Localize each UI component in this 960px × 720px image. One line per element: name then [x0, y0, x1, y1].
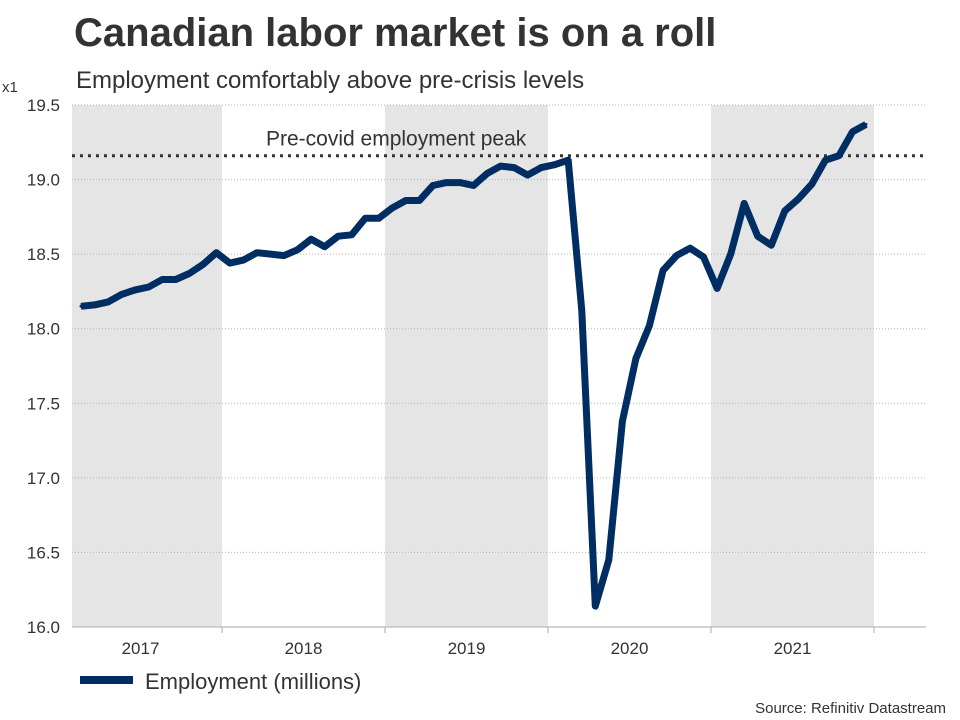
data-point: [282, 254, 286, 258]
ytick-19.5: 19.5: [27, 96, 60, 115]
data-point: [444, 181, 448, 185]
shade-2019: [385, 105, 548, 627]
data-point: [688, 246, 692, 250]
data-point: [79, 304, 83, 308]
ytick-19.0: 19.0: [27, 171, 60, 190]
data-point: [620, 419, 624, 423]
data-point: [851, 130, 854, 134]
ytick-17.5: 17.5: [27, 394, 60, 413]
data-point: [512, 166, 516, 170]
ytick-18.5: 18.5: [27, 245, 60, 264]
data-point: [350, 233, 354, 237]
data-point: [377, 216, 381, 220]
data-point: [485, 172, 489, 176]
data-point: [756, 234, 760, 238]
data-point: [472, 184, 475, 187]
data-point: [417, 199, 421, 202]
ytick-18.0: 18.0: [27, 320, 60, 339]
data-point: [729, 252, 733, 256]
gridlines: [72, 104, 926, 553]
data-point: [837, 154, 841, 158]
data-point: [593, 604, 597, 608]
data-point: [214, 251, 218, 255]
data-point: [769, 243, 773, 247]
source-note: Source: Refinitiv Datastream: [755, 700, 946, 717]
data-point: [296, 248, 300, 252]
xtick-2017: 2017: [122, 639, 160, 658]
data-point: [133, 288, 137, 292]
data-point: [363, 216, 367, 220]
data-point: [390, 206, 394, 210]
data-point: [796, 197, 800, 201]
chart-title: Canadian labor market is on a roll: [74, 11, 716, 55]
data-point: [742, 201, 746, 205]
x-axis: 2017 2018 2019 2020 2021: [72, 626, 926, 658]
employment-data-points: [79, 122, 868, 608]
data-point: [106, 300, 110, 304]
data-point: [539, 166, 543, 170]
data-point: [241, 258, 245, 262]
xtick-2018: 2018: [285, 639, 323, 658]
data-point: [499, 164, 503, 168]
data-point: [566, 158, 570, 162]
data-point: [228, 261, 232, 265]
data-point: [823, 158, 827, 162]
data-point: [309, 237, 313, 241]
data-point: [404, 199, 408, 202]
data-point: [160, 278, 164, 281]
ytick-17.0: 17.0: [27, 469, 60, 488]
data-point: [553, 163, 557, 167]
data-point: [174, 278, 178, 281]
unit-label: x1: [2, 79, 18, 96]
data-point: [675, 254, 678, 258]
pre-covid-peak-label: Pre-covid employment peak: [266, 128, 527, 151]
data-point: [783, 209, 787, 213]
data-point: [269, 252, 272, 256]
data-point: [607, 558, 611, 562]
data-point: [661, 269, 665, 272]
data-point: [201, 263, 205, 267]
data-point: [120, 292, 124, 296]
chart-subtitle: Employment comfortably above pre-crisis …: [76, 67, 584, 94]
xtick-2020: 2020: [611, 639, 649, 658]
shade-2017: [72, 105, 222, 627]
data-point: [431, 184, 435, 187]
data-point: [715, 286, 719, 290]
data-point: [810, 182, 814, 186]
data-point: [255, 251, 259, 255]
ytick-16.0: 16.0: [27, 618, 60, 637]
data-point: [634, 357, 638, 360]
data-point: [147, 285, 151, 289]
data-point: [580, 309, 584, 313]
legend-label: Employment (millions): [145, 669, 361, 694]
data-point: [458, 181, 462, 185]
data-point: [187, 272, 191, 275]
data-point: [336, 234, 340, 238]
legend-swatch: [80, 676, 133, 684]
data-point: [526, 173, 530, 177]
shade-2021: [711, 105, 874, 627]
y-axis: 16.0 16.5 17.0 17.5 18.0 18.5 19.0 19.5: [27, 96, 60, 637]
data-point: [864, 122, 868, 126]
data-point: [93, 303, 96, 307]
data-point: [323, 245, 327, 249]
xtick-2019: 2019: [448, 639, 486, 658]
ytick-16.5: 16.5: [27, 543, 60, 562]
data-point: [647, 324, 651, 328]
data-point: [702, 255, 706, 259]
xtick-2021: 2021: [774, 639, 812, 658]
year-shading: [72, 105, 874, 627]
